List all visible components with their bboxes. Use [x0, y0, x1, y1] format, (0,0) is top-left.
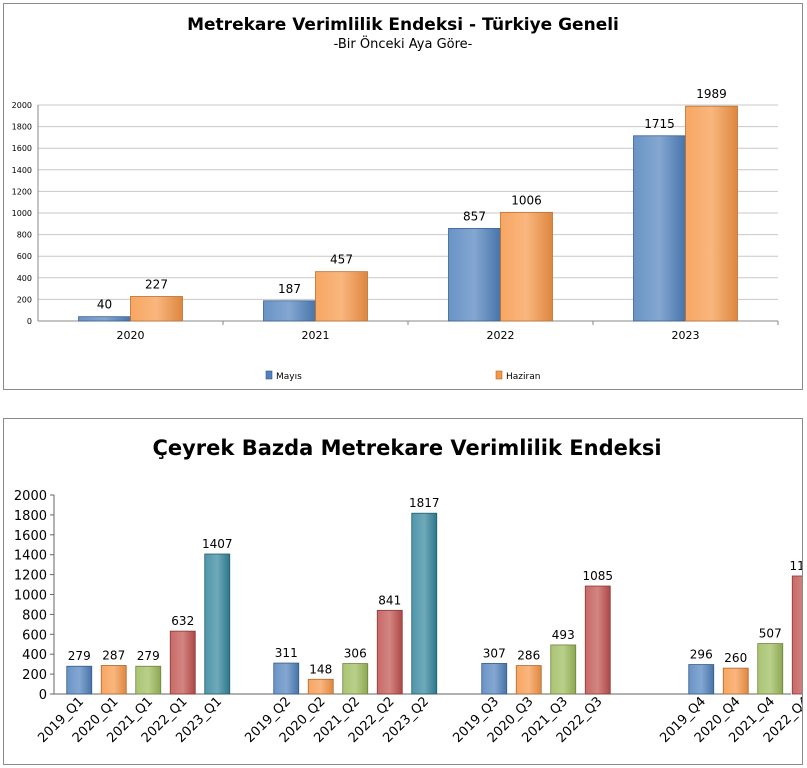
y-tick-label: 400 [22, 648, 47, 663]
y-tick-label: 2000 [12, 101, 32, 110]
legend-swatch [495, 370, 503, 380]
data-label: 1407 [202, 537, 233, 551]
y-tick-label: 1600 [14, 529, 47, 544]
data-label: 857 [463, 209, 486, 223]
data-label: 286 [517, 649, 540, 663]
data-label: 148 [309, 662, 332, 676]
bar-mays-2021 [263, 300, 316, 322]
bar-mays-2022 [448, 228, 501, 322]
data-label: 457 [330, 253, 353, 267]
data-label: 227 [145, 277, 168, 291]
y-tick-label: 400 [17, 274, 32, 283]
data-label: 493 [552, 628, 575, 642]
bar-2023_Q1 [204, 553, 231, 695]
bar-mays-2023 [633, 135, 686, 322]
data-label: 1715 [644, 117, 675, 131]
data-label: 841 [378, 593, 401, 607]
bar-haziran-2023 [685, 105, 738, 322]
quarterly-chart: Çeyrek Bazda Metrekare Verimlilik Endeks… [14, 436, 802, 746]
bar-2019_Q3 [481, 663, 508, 695]
legend-label: Haziran [506, 372, 540, 382]
bar-mays-2020 [78, 316, 131, 322]
bar-2022_Q3 [584, 585, 611, 695]
y-tick-label: 200 [22, 668, 47, 683]
y-tick-label: 1600 [12, 144, 32, 153]
data-label: 1989 [696, 87, 727, 101]
y-tick-label: 1400 [12, 166, 32, 175]
data-label: 1817 [409, 496, 440, 510]
y-tick-label: 800 [22, 608, 47, 623]
bar-2020_Q1 [100, 665, 127, 695]
bar-haziran-2020 [130, 296, 183, 322]
y-tick-label: 2000 [14, 489, 47, 504]
y-tick-label: 1000 [12, 209, 32, 218]
bar-2021_Q2 [342, 663, 369, 695]
y-tick-label: 1200 [12, 187, 32, 196]
y-tick-label: 200 [17, 295, 32, 304]
y-tick-label: 1200 [14, 569, 47, 584]
bar-2022_Q2 [376, 609, 403, 695]
bar-2019_Q1 [66, 665, 93, 695]
data-label: 279 [68, 649, 91, 663]
chart-panel-quarterly: Çeyrek Bazda Metrekare Verimlilik Endeks… [3, 418, 803, 765]
chart-panel-monthly: Metrekare Verimlilik Endeksi - Türkiye G… [3, 3, 803, 390]
x-tick-label: 2022 [487, 329, 515, 342]
bar-2022_Q4 [791, 575, 802, 695]
bar-2020_Q3 [515, 665, 542, 695]
data-label: 40 [97, 298, 112, 312]
data-label: 307 [483, 646, 506, 660]
y-tick-label: 1800 [14, 509, 47, 524]
y-tick-label: 800 [17, 231, 32, 240]
y-tick-label: 600 [22, 628, 47, 643]
data-label: 1085 [582, 569, 613, 583]
bar-2021_Q3 [550, 644, 577, 695]
data-label: 507 [759, 627, 782, 641]
bar-2019_Q4 [688, 664, 715, 695]
bar-2022_Q1 [169, 630, 196, 695]
bar-2021_Q4 [757, 643, 784, 695]
data-label: 311 [275, 646, 298, 660]
legend-swatch [265, 370, 273, 380]
y-tick-label: 1400 [14, 549, 47, 564]
x-tick-label: 2020 [117, 329, 145, 342]
chart-title: Metrekare Verimlilik Endeksi - Türkiye G… [187, 15, 619, 35]
data-label: 306 [344, 647, 367, 661]
bar-2020_Q2 [307, 678, 334, 695]
bar-2023_Q2 [411, 512, 438, 695]
data-label: 632 [171, 614, 194, 628]
bar-2021_Q1 [135, 665, 162, 695]
y-tick-label: 1800 [12, 123, 32, 132]
data-label: 187 [278, 282, 301, 296]
bar-haziran-2022 [500, 211, 553, 322]
data-label: 1006 [511, 193, 542, 207]
legend-label: Mayıs [276, 372, 302, 382]
y-tick-label: 1000 [14, 589, 47, 604]
bar-haziran-2021 [315, 271, 368, 322]
data-label: 279 [137, 649, 160, 663]
data-label: 1186 [789, 559, 802, 573]
monthly-chart: Metrekare Verimlilik Endeksi - Türkiye G… [12, 15, 779, 382]
chart-subtitle: -Bir Önceki Aya Göre- [334, 35, 473, 52]
x-tick-label: 2023 [672, 329, 700, 342]
data-label: 287 [102, 648, 125, 662]
x-tick-label: 2021 [302, 329, 330, 342]
data-label: 296 [690, 648, 713, 662]
data-label: 260 [724, 651, 747, 665]
y-tick-label: 0 [39, 688, 47, 703]
chart-title: Çeyrek Bazda Metrekare Verimlilik Endeks… [152, 436, 661, 460]
bar-2020_Q4 [722, 667, 749, 695]
bar-2019_Q2 [273, 662, 300, 695]
y-tick-label: 0 [27, 317, 32, 326]
y-tick-label: 600 [17, 252, 32, 261]
